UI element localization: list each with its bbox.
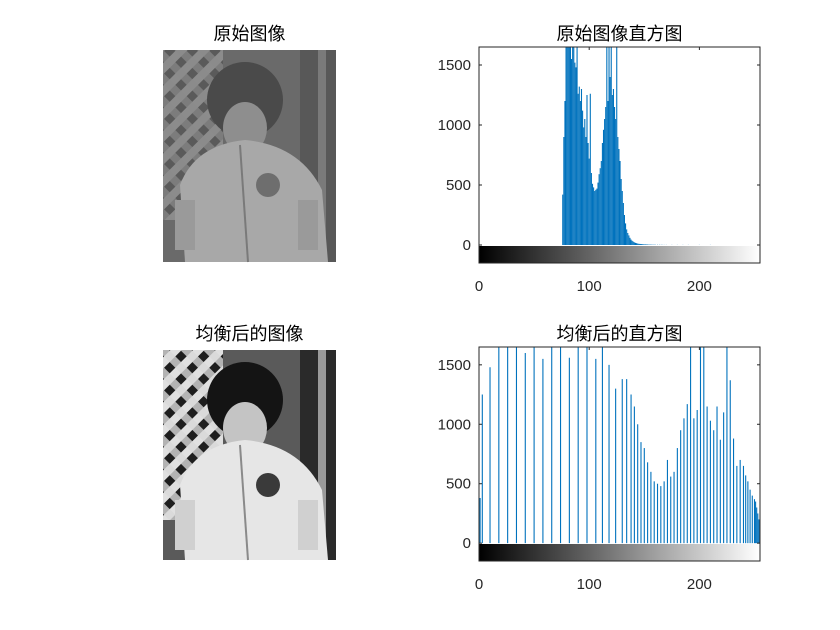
x-tick-label: 100: [577, 278, 602, 295]
y-tick-label: 0: [463, 237, 471, 254]
y-tick-label: 1000: [438, 117, 471, 134]
equalized-histogram-title: 均衡后的直方图: [556, 324, 683, 345]
y-tick-label: 500: [446, 177, 471, 194]
x-tick-label: 0: [475, 278, 483, 295]
original-histogram-frame: [478, 46, 761, 264]
original-image-title: 原始图像: [213, 24, 286, 45]
y-tick-label: 1500: [438, 357, 471, 374]
x-tick-label: 200: [687, 576, 712, 593]
x-tick-label: 200: [687, 278, 712, 295]
original-histogram-colorbar: [479, 246, 760, 263]
original-histogram-ticks: 0 500 1000 1500 0 100 200: [438, 47, 760, 295]
y-tick-label: 500: [446, 476, 471, 493]
y-tick-label: 1000: [438, 416, 471, 433]
equalized-histogram-frame: [478, 346, 761, 562]
equalized-histogram-colorbar: [479, 544, 760, 561]
equalized-image-title: 均衡后的图像: [195, 324, 304, 345]
y-tick-label: 0: [463, 535, 471, 552]
x-tick-label: 100: [577, 576, 602, 593]
x-tick-label: 0: [475, 576, 483, 593]
original-histogram-bars: [562, 47, 711, 245]
original-histogram-title: 原始图像直方图: [556, 24, 683, 45]
equalized-histogram-bars: [479, 347, 760, 544]
equalized-histogram-ticks: 0 500 1000 1500 0 100 200: [438, 347, 760, 593]
y-tick-label: 1500: [438, 57, 471, 74]
